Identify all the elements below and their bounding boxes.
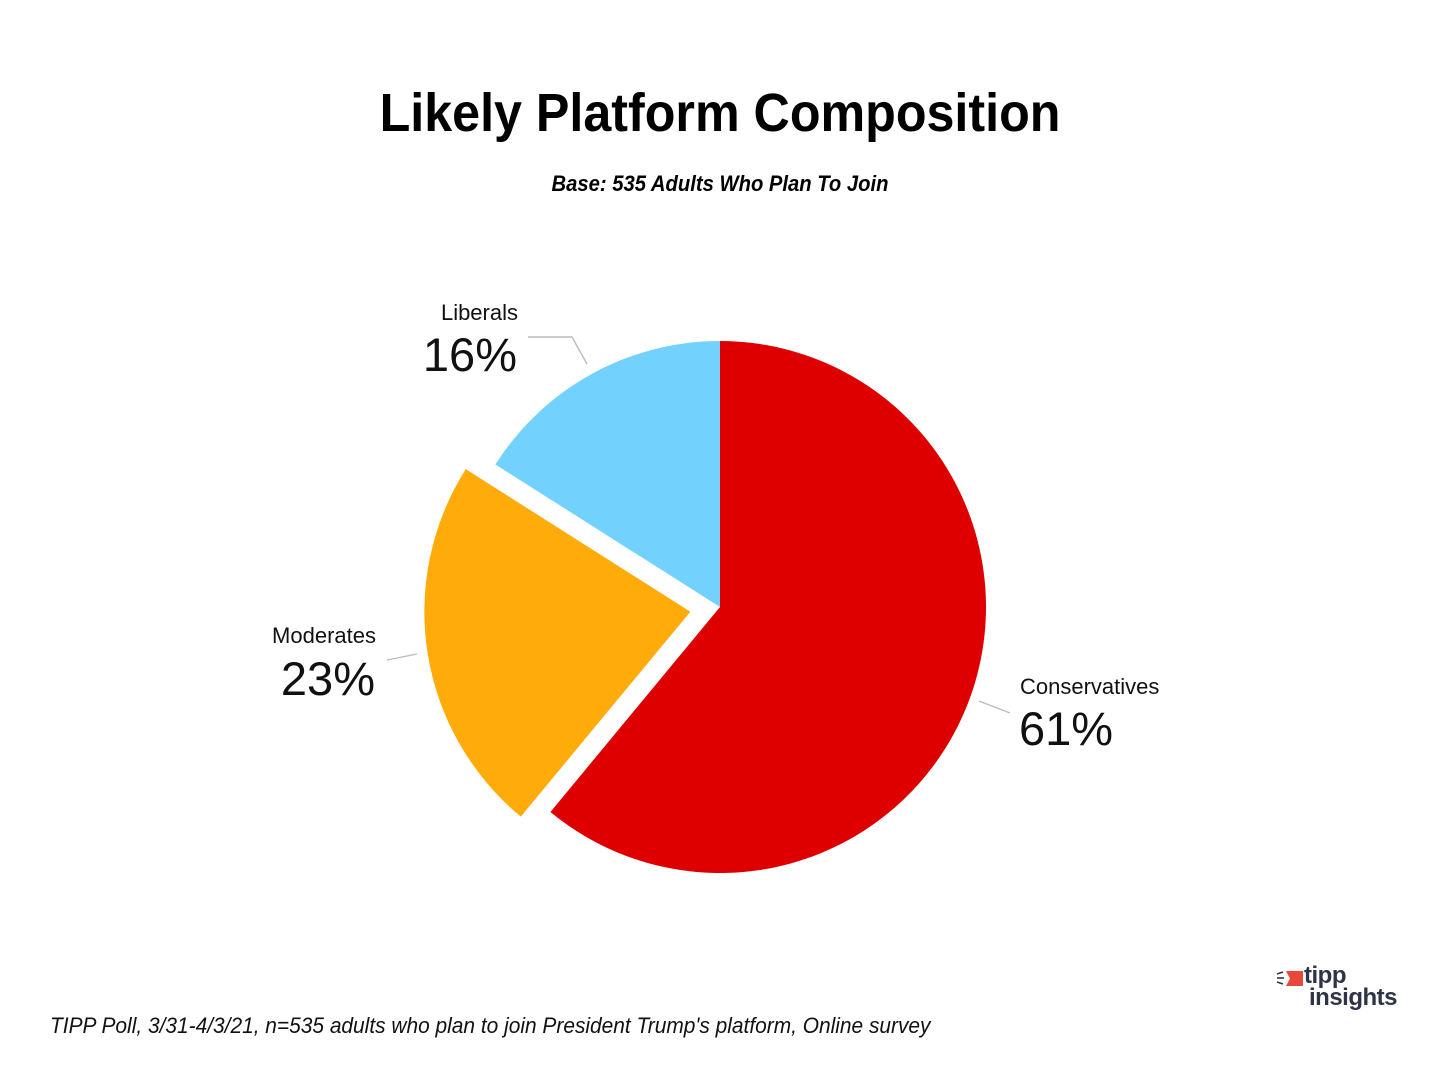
pie-slice-liberals <box>495 341 720 607</box>
logo-text-tipp: tipp <box>1304 962 1346 989</box>
liberals-percent: 16% <box>423 328 517 381</box>
pie-slice-conservatives <box>550 341 986 873</box>
moderates-label: Moderates <box>272 623 376 648</box>
pie-slice-moderates <box>424 469 691 817</box>
moderates-percent: 23% <box>281 652 375 705</box>
conservatives-percent: 61% <box>1019 702 1113 755</box>
conservatives-leader-line <box>978 700 1011 714</box>
pie-slices <box>424 341 986 873</box>
source-footnote: TIPP Poll, 3/31-4/3/21, n=535 adults who… <box>50 1013 931 1038</box>
liberals-leader-line <box>528 336 588 365</box>
chart-subtitle: Base: 535 Adults Who Plan To Join <box>551 171 889 196</box>
logo-text-insights: insights <box>1309 984 1398 1011</box>
tipp-insights-logo: tipp insights <box>1276 962 1421 1016</box>
moderates-leader-line <box>386 653 418 661</box>
chart-title: Likely Platform Composition <box>379 83 1061 143</box>
conservatives-label: Conservatives <box>1020 674 1159 699</box>
logo-flag-icon <box>1276 971 1303 986</box>
liberals-label: Liberals <box>441 300 518 325</box>
